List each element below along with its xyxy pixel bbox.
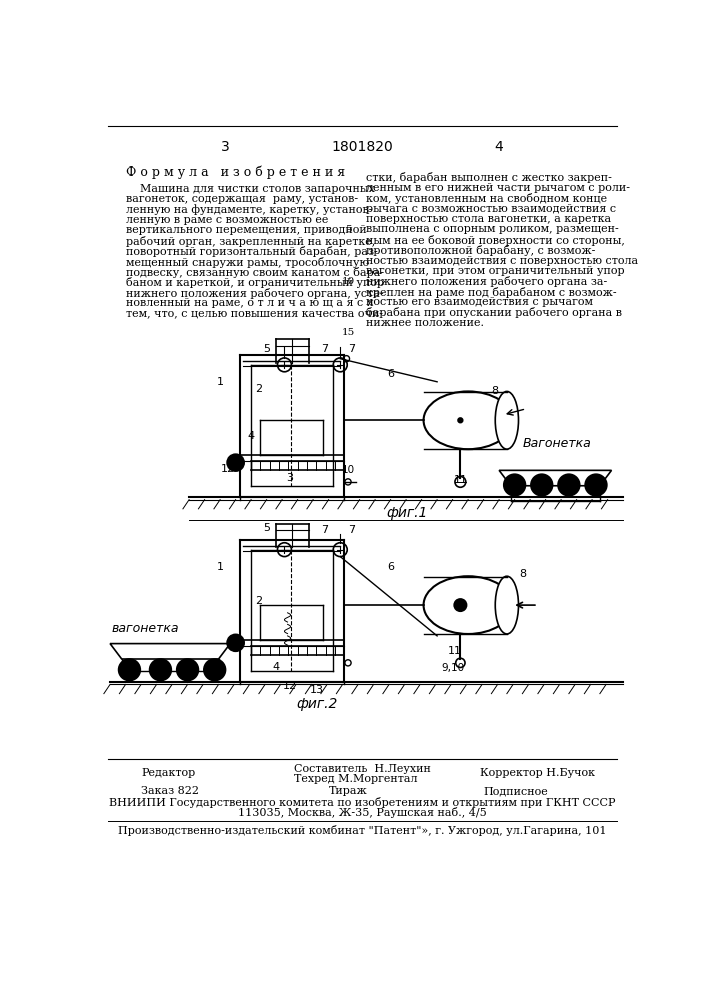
Text: Редактор: Редактор [141,768,195,778]
Text: 7: 7 [321,344,328,354]
Circle shape [227,634,244,651]
Text: ностью его взаимодействия с рычагом: ностью его взаимодействия с рычагом [366,297,593,307]
Text: противоположной барабану, с возмож-: противоположной барабану, с возмож- [366,245,595,256]
Text: 11: 11 [448,646,462,656]
Circle shape [558,474,580,496]
Circle shape [454,599,467,611]
Ellipse shape [423,576,513,634]
Text: ленную на фундаменте, каретку, установ-: ленную на фундаменте, каретку, установ- [126,205,372,215]
Text: ным на ее боковой поверхности со стороны,: ным на ее боковой поверхности со стороны… [366,235,625,246]
Text: Производственно-издательский комбинат "Патент"», г. Ужгород, ул.Гагарина, 101: Производственно-издательский комбинат "П… [117,825,606,836]
Circle shape [227,454,244,471]
Text: подвеску, связанную своим канатом с бара-: подвеску, связанную своим канатом с бара… [126,267,384,278]
Text: 13: 13 [310,685,324,695]
Ellipse shape [423,391,513,449]
Text: фиг.1: фиг.1 [387,506,428,520]
Text: барабана при опускании рабочего органа в: барабана при опускании рабочего органа в [366,307,622,318]
Text: вагонеток, содержащая  раму, установ-: вагонеток, содержащая раму, установ- [126,194,358,204]
Text: рычага с возможностью взаимодействия с: рычага с возможностью взаимодействия с [366,204,616,214]
Text: 6: 6 [387,369,394,379]
Text: Составитель  Н.Леухин: Составитель Н.Леухин [293,764,431,774]
Text: 5: 5 [263,344,270,354]
Text: вертикального перемещения, приводной: вертикального перемещения, приводной [126,225,366,235]
Text: Подписное: Подписное [484,786,549,796]
Text: Тираж: Тираж [329,786,368,796]
Text: 4: 4 [247,431,255,441]
Circle shape [504,474,525,496]
Text: 113035, Москва, Ж-35, Раушская наб., 4/5: 113035, Москва, Ж-35, Раушская наб., 4/5 [238,808,486,818]
Text: Корректор Н.Бучок: Корректор Н.Бучок [480,768,595,778]
Text: нижнего положения рабочего органа за-: нижнего положения рабочего органа за- [366,276,607,287]
Text: 15: 15 [342,328,356,337]
Ellipse shape [495,576,518,634]
Text: 4: 4 [272,662,279,672]
Text: 2: 2 [255,596,262,606]
Text: ностью взаимодействия с поверхностью стола: ностью взаимодействия с поверхностью сто… [366,256,638,266]
Text: Заказ 822: Заказ 822 [141,786,199,796]
Text: Техред М.Моргентал: Техред М.Моргентал [293,774,417,784]
Text: 7: 7 [321,525,328,535]
Text: нижнее положение.: нижнее положение. [366,318,484,328]
Text: креплен на раме под барабаном с возмож-: креплен на раме под барабаном с возмож- [366,287,617,298]
Text: 8: 8 [491,386,499,396]
Text: 5: 5 [263,523,270,533]
Text: поверхностью стола вагонетки, а каретка: поверхностью стола вагонетки, а каретка [366,214,611,224]
Text: Ф о р м у л а   и з о б р е т е н и я: Ф о р м у л а и з о б р е т е н и я [126,166,345,179]
Text: 10: 10 [342,277,356,286]
Text: ленным в его нижней части рычагом с роли-: ленным в его нижней части рычагом с роли… [366,183,630,193]
Text: нижнего положения рабочего органа, уста-: нижнего положения рабочего органа, уста- [126,288,383,299]
Text: 12: 12 [283,681,297,691]
Text: поворотный горизонтальный барабан, раз-: поворотный горизонтальный барабан, раз- [126,246,378,257]
Circle shape [119,659,140,681]
Text: ленную в раме с возможностью ее: ленную в раме с возможностью ее [126,215,328,225]
Text: вагонетки, при этом ограничительный упор: вагонетки, при этом ограничительный упор [366,266,624,276]
Text: 3: 3 [286,473,293,483]
Text: 1801820: 1801820 [331,140,393,154]
Circle shape [150,659,171,681]
Text: рабочий орган, закрепленный на каретке,: рабочий орган, закрепленный на каретке, [126,236,375,247]
Circle shape [177,659,199,681]
Text: 12: 12 [221,464,235,474]
Text: выполнена с опорным роликом, размещен-: выполнена с опорным роликом, размещен- [366,224,619,234]
Text: Машина для чистки столов запарочных: Машина для чистки столов запарочных [126,184,375,194]
Text: мещенный снаружи рамы, трособлочную: мещенный снаружи рамы, трособлочную [126,257,368,268]
Text: Вагонетка: Вагонетка [522,437,591,450]
Text: 4: 4 [495,140,503,154]
Text: баном и кареткой, и ограничительный упор: баном и кареткой, и ограничительный упор [126,277,384,288]
Text: ком, установленным на свободном конце: ком, установленным на свободном конце [366,193,607,204]
Circle shape [204,659,226,681]
Text: 7: 7 [349,344,356,354]
Text: вагонетка: вагонетка [112,622,179,635]
Text: 7: 7 [349,525,356,535]
Text: стки, барабан выполнен с жестко закреп-: стки, барабан выполнен с жестко закреп- [366,172,612,183]
Text: ВНИИПИ Государственного комитета по изобретениям и открытиям при ГКНТ СССР: ВНИИПИ Государственного комитета по изоб… [109,797,615,808]
Text: 9,10: 9,10 [441,663,464,673]
Circle shape [585,474,607,496]
Circle shape [531,474,553,496]
Text: тем, что, с целью повышения качества очи-: тем, что, с целью повышения качества очи… [126,309,382,319]
Text: 3: 3 [221,140,230,154]
Text: 8: 8 [519,569,526,579]
Text: 11: 11 [453,475,467,485]
Ellipse shape [495,391,518,449]
Text: 1: 1 [216,377,223,387]
Text: 1: 1 [216,562,223,572]
Circle shape [458,418,462,423]
Text: 2: 2 [255,384,262,394]
Text: новленный на раме, о т л и ч а ю щ а я с я: новленный на раме, о т л и ч а ю щ а я с… [126,298,373,308]
Text: 5: 5 [346,225,352,234]
Text: 6: 6 [387,562,394,572]
Text: 10: 10 [341,465,355,475]
Text: фиг.2: фиг.2 [296,697,338,711]
